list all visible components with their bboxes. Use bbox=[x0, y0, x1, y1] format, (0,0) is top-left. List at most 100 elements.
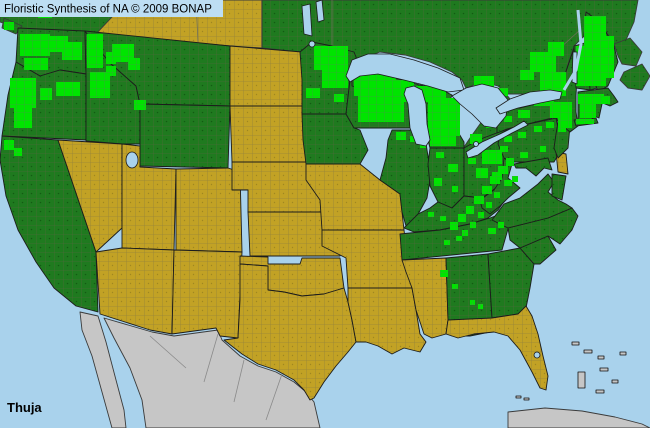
county-cluster bbox=[540, 146, 546, 152]
county-cluster bbox=[548, 42, 564, 56]
county-cluster bbox=[482, 186, 492, 194]
county-cluster bbox=[518, 132, 526, 138]
county-cluster bbox=[430, 136, 456, 146]
county-cluster bbox=[534, 126, 542, 132]
county-cluster bbox=[494, 192, 500, 198]
county-cluster bbox=[458, 214, 466, 222]
county-cluster bbox=[470, 222, 476, 228]
county-cluster bbox=[482, 150, 502, 164]
county-cluster bbox=[520, 70, 534, 80]
state-virginia bbox=[491, 173, 573, 229]
county-cluster bbox=[462, 230, 468, 236]
island-cuba bbox=[507, 407, 650, 428]
county-cluster bbox=[334, 94, 344, 102]
lakes bbox=[125, 0, 583, 359]
county-cluster bbox=[504, 136, 512, 142]
county-cluster bbox=[128, 58, 140, 70]
lake-ontario bbox=[495, 89, 563, 115]
county-cluster bbox=[512, 176, 518, 182]
county-cluster bbox=[486, 202, 492, 208]
county-cluster bbox=[444, 240, 450, 245]
lake-manitoba bbox=[315, 0, 325, 23]
county-cluster bbox=[134, 100, 146, 110]
outside-coverage-region bbox=[79, 311, 650, 428]
map-title: Floristic Synthesis of NA © 2009 BONAP bbox=[4, 4, 212, 16]
county-cluster bbox=[558, 124, 566, 132]
delmarva-south bbox=[551, 173, 567, 201]
county-cluster bbox=[576, 119, 594, 124]
county-cluster bbox=[530, 52, 556, 72]
county-cluster bbox=[470, 134, 482, 144]
county-cluster bbox=[4, 140, 14, 150]
county-cluster bbox=[10, 78, 36, 108]
county-cluster bbox=[498, 166, 508, 174]
county-cluster bbox=[476, 168, 488, 178]
county-cluster bbox=[496, 88, 508, 96]
county-cluster bbox=[440, 216, 446, 221]
county-cluster bbox=[520, 152, 528, 158]
baja-california bbox=[79, 311, 127, 428]
county-cluster bbox=[90, 72, 110, 98]
county-cluster bbox=[106, 52, 116, 64]
county-cluster bbox=[478, 304, 483, 309]
bahamas-islands bbox=[515, 341, 627, 401]
title-banner bbox=[0, 0, 223, 17]
county-cluster bbox=[450, 222, 458, 230]
county-cluster bbox=[558, 118, 572, 128]
county-cluster bbox=[578, 94, 604, 104]
county-cluster bbox=[436, 152, 444, 158]
county-cluster bbox=[448, 164, 458, 172]
county-cluster bbox=[428, 98, 460, 136]
lake-erie bbox=[465, 120, 529, 159]
state-new-mexico bbox=[171, 249, 243, 339]
county-cluster bbox=[598, 96, 610, 104]
county-cluster bbox=[488, 228, 496, 234]
county-cluster bbox=[106, 66, 116, 76]
county-cluster bbox=[434, 178, 442, 186]
county-cluster bbox=[14, 148, 22, 156]
county-cluster bbox=[504, 180, 512, 186]
lake-winnipeg bbox=[301, 3, 313, 37]
county-cluster bbox=[440, 270, 448, 277]
lake-st-clair bbox=[473, 141, 479, 147]
country-mexico-mainland bbox=[103, 317, 321, 428]
state-south-dakota bbox=[229, 105, 309, 163]
mexico-state-lines bbox=[149, 333, 283, 421]
county-cluster bbox=[550, 102, 572, 118]
county-cluster bbox=[546, 122, 554, 128]
county-cluster bbox=[56, 82, 80, 96]
county-cluster bbox=[112, 44, 134, 62]
county-cluster bbox=[490, 176, 500, 184]
county-cluster bbox=[24, 58, 48, 70]
county-cluster bbox=[314, 46, 348, 70]
state-colorado bbox=[175, 167, 243, 253]
county-cluster bbox=[40, 88, 52, 100]
county-cluster bbox=[4, 22, 14, 30]
state-florida bbox=[445, 305, 549, 391]
county-cluster bbox=[500, 146, 508, 152]
county-cluster bbox=[466, 206, 474, 214]
county-cluster bbox=[596, 36, 614, 78]
county-cluster bbox=[504, 116, 512, 122]
county-cluster bbox=[580, 104, 596, 118]
lake-okeechobee bbox=[533, 351, 541, 359]
region-new-brunswick bbox=[613, 37, 643, 67]
county-cluster bbox=[452, 186, 458, 192]
state-maryland bbox=[513, 157, 553, 177]
state-wyoming bbox=[139, 103, 231, 169]
county-cluster bbox=[428, 212, 434, 217]
state-north-dakota bbox=[229, 45, 305, 107]
county-cluster bbox=[506, 158, 514, 166]
taxon-label: Thuja bbox=[7, 400, 42, 415]
county-cluster bbox=[474, 196, 484, 204]
county-cluster bbox=[498, 222, 504, 228]
county-cluster bbox=[306, 88, 320, 98]
county-cluster bbox=[518, 110, 530, 118]
county-cluster bbox=[478, 212, 484, 218]
county-record-clusters bbox=[4, 4, 614, 309]
region-nova-scotia bbox=[619, 63, 650, 91]
county-cluster bbox=[20, 34, 50, 56]
lake-huron bbox=[451, 83, 509, 129]
